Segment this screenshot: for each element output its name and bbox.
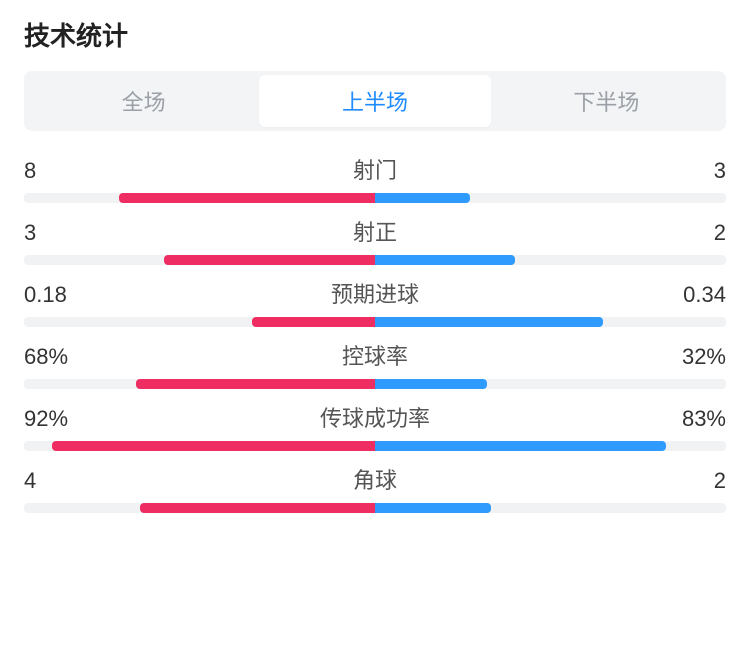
stat-bar-left xyxy=(52,441,375,451)
tab-period-1[interactable]: 上半场 xyxy=(259,75,490,127)
stat-left-value: 3 xyxy=(24,220,94,246)
stat-left-value: 8 xyxy=(24,158,94,184)
stat-bar-left xyxy=(136,379,375,389)
stat-right-value: 3 xyxy=(656,158,726,184)
tab-period-2[interactable]: 下半场 xyxy=(491,75,722,127)
stat-header: 68%控球率32% xyxy=(24,339,726,371)
stat-right-value: 0.34 xyxy=(656,282,726,308)
tab-period-0[interactable]: 全场 xyxy=(28,75,259,127)
stat-row: 0.18预期进球0.34 xyxy=(24,277,726,327)
stat-label: 角球 xyxy=(94,463,656,495)
stat-left-value: 0.18 xyxy=(24,282,94,308)
stat-bar-right xyxy=(375,379,487,389)
stat-right-value: 2 xyxy=(656,220,726,246)
stat-bar xyxy=(24,379,726,389)
stat-bar-right xyxy=(375,441,666,451)
stat-row: 68%控球率32% xyxy=(24,339,726,389)
stat-header: 0.18预期进球0.34 xyxy=(24,277,726,309)
stat-bar-right xyxy=(375,193,470,203)
stat-row: 92%传球成功率83% xyxy=(24,401,726,451)
stat-bar-right xyxy=(375,317,603,327)
stat-right-value: 83% xyxy=(656,406,726,432)
stat-label: 控球率 xyxy=(94,339,656,371)
stat-bar-left xyxy=(140,503,375,513)
stat-right-value: 2 xyxy=(656,468,726,494)
stat-label: 射正 xyxy=(94,215,656,247)
stat-bar-right xyxy=(375,255,515,265)
stat-bar xyxy=(24,193,726,203)
stat-label: 预期进球 xyxy=(94,277,656,309)
stat-label: 射门 xyxy=(94,153,656,185)
stat-bar xyxy=(24,503,726,513)
stat-bar xyxy=(24,255,726,265)
stat-header: 4角球2 xyxy=(24,463,726,495)
page-title: 技术统计 xyxy=(24,16,726,53)
stats-list: 8射门33射正20.18预期进球0.3468%控球率32%92%传球成功率83%… xyxy=(24,153,726,513)
stat-header: 92%传球成功率83% xyxy=(24,401,726,433)
stat-bar-left xyxy=(119,193,375,203)
stat-row: 4角球2 xyxy=(24,463,726,513)
period-tabs: 全场上半场下半场 xyxy=(24,71,726,131)
stat-left-value: 92% xyxy=(24,406,94,432)
stat-label: 传球成功率 xyxy=(94,401,656,433)
stat-row: 8射门3 xyxy=(24,153,726,203)
stat-row: 3射正2 xyxy=(24,215,726,265)
stat-bar xyxy=(24,317,726,327)
stat-right-value: 32% xyxy=(656,344,726,370)
stat-left-value: 4 xyxy=(24,468,94,494)
stat-bar-left xyxy=(164,255,375,265)
stat-left-value: 68% xyxy=(24,344,94,370)
stat-bar-left xyxy=(252,317,375,327)
stat-bar xyxy=(24,441,726,451)
stat-header: 3射正2 xyxy=(24,215,726,247)
stat-bar-right xyxy=(375,503,491,513)
stat-header: 8射门3 xyxy=(24,153,726,185)
